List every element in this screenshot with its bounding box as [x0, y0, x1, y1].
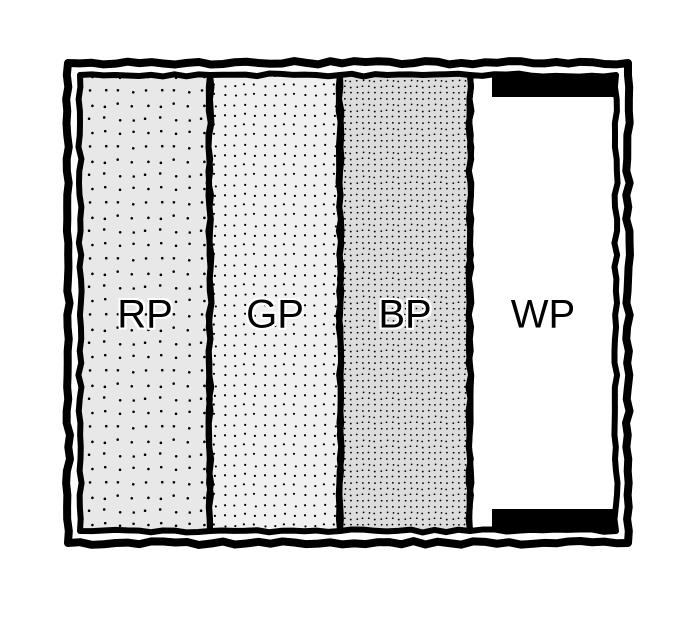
pixel-grid-diagram	[0, 0, 689, 633]
diagram-stage: RP GP BP WP	[0, 0, 689, 633]
panel-label-gp: GP	[246, 293, 304, 338]
panel-label-wp: WP	[511, 293, 575, 338]
panel-label-bp: BP	[378, 293, 431, 338]
panel-label-rp: RP	[117, 293, 173, 338]
